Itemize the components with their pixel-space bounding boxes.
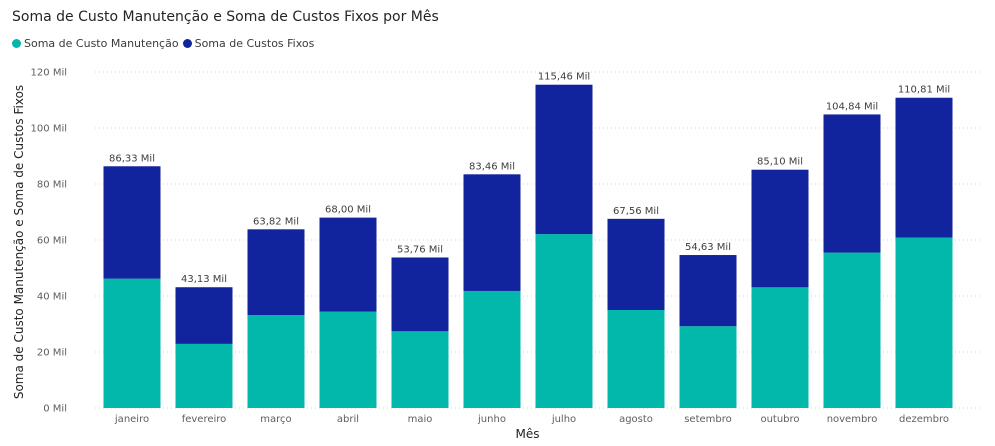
x-tick-label: maio: [408, 414, 433, 425]
legend-marker-manutencao: [12, 39, 21, 48]
bar-segment-custos-fixos[interactable]: [823, 114, 881, 253]
x-tick-label: abril: [337, 414, 359, 425]
bar-segment-custos-fixos[interactable]: [319, 217, 377, 312]
y-tick-label: 100 Mil: [31, 124, 67, 135]
x-tick-label: junho: [477, 414, 506, 425]
legend-label-manutencao: Soma de Custo Manutenção: [24, 37, 179, 50]
x-tick-label: agosto: [619, 414, 653, 425]
total-data-label: 67,56 Mil: [613, 206, 659, 217]
total-data-label: 53,76 Mil: [397, 244, 443, 255]
legend-item-custos-fixos[interactable]: Soma de Custos Fixos: [182, 37, 315, 50]
bar-segment-manutencao[interactable]: [751, 287, 809, 408]
bar-segment-manutencao[interactable]: [319, 311, 377, 408]
bar-segment-custos-fixos[interactable]: [895, 97, 953, 238]
x-tick-label: dezembro: [899, 414, 949, 425]
x-tick-label: setembro: [684, 414, 732, 425]
y-tick-label: 40 Mil: [37, 292, 67, 303]
legend-marker-custos-fixos: [182, 39, 192, 48]
bar-segment-manutencao[interactable]: [679, 326, 737, 408]
bar-segment-manutencao[interactable]: [535, 234, 593, 408]
bar-segment-manutencao[interactable]: [391, 331, 449, 408]
total-data-label: 68,00 Mil: [325, 205, 371, 216]
x-tick-label: julho: [551, 414, 576, 425]
y-tick-label: 0 Mil: [43, 404, 67, 415]
total-data-label: 115,46 Mil: [538, 72, 590, 83]
total-data-label: 85,10 Mil: [757, 157, 803, 168]
bar-segment-custos-fixos[interactable]: [679, 255, 737, 327]
bar-segment-manutencao[interactable]: [175, 343, 233, 408]
total-data-label: 104,84 Mil: [826, 101, 878, 112]
y-tick-label: 20 Mil: [37, 348, 67, 359]
total-data-label: 110,81 Mil: [898, 85, 950, 96]
x-tick-label: outubro: [760, 414, 799, 425]
bar-segment-custos-fixos[interactable]: [607, 218, 665, 310]
bar-segment-custos-fixos[interactable]: [463, 174, 521, 291]
y-tick-label: 80 Mil: [37, 180, 67, 191]
x-tick-label: novembro: [827, 414, 878, 425]
legend-label-custos-fixos: Soma de Custos Fixos: [194, 37, 315, 50]
total-data-label: 86,33 Mil: [109, 153, 155, 164]
x-axis-title: Mês: [516, 427, 540, 441]
legend-item-manutencao[interactable]: Soma de Custo Manutenção: [12, 37, 179, 50]
bar-segment-custos-fixos[interactable]: [535, 84, 593, 235]
x-tick-label: março: [260, 414, 291, 425]
x-tick-label: janeiro: [114, 414, 149, 425]
bar-segment-manutencao[interactable]: [247, 315, 305, 408]
total-data-label: 83,46 Mil: [469, 161, 515, 172]
bar-segment-manutencao[interactable]: [823, 252, 881, 408]
chart-title: Soma de Custo Manutenção e Soma de Custo…: [12, 9, 439, 25]
total-data-label: 63,82 Mil: [253, 216, 299, 227]
y-axis-title: Soma de Custo Manutenção e Soma de Custo…: [12, 85, 26, 399]
bar-segment-manutencao[interactable]: [607, 310, 665, 408]
legend: Soma de Custo Manutenção Soma de Custos …: [12, 37, 318, 50]
bar-segment-custos-fixos[interactable]: [103, 166, 161, 279]
y-tick-label: 120 Mil: [31, 68, 67, 79]
y-tick-label: 60 Mil: [37, 236, 67, 247]
total-data-label: 54,63 Mil: [685, 242, 731, 253]
bar-segment-manutencao[interactable]: [103, 278, 161, 408]
bar-segment-custos-fixos[interactable]: [247, 229, 305, 316]
bar-segment-custos-fixos[interactable]: [175, 287, 233, 344]
x-tick-label: fevereiro: [182, 414, 227, 425]
bar-segment-manutencao[interactable]: [895, 237, 953, 408]
bar-segment-custos-fixos[interactable]: [751, 169, 809, 288]
bar-segment-manutencao[interactable]: [463, 290, 521, 408]
total-data-label: 43,13 Mil: [181, 274, 227, 285]
bar-segment-custos-fixos[interactable]: [391, 257, 449, 332]
